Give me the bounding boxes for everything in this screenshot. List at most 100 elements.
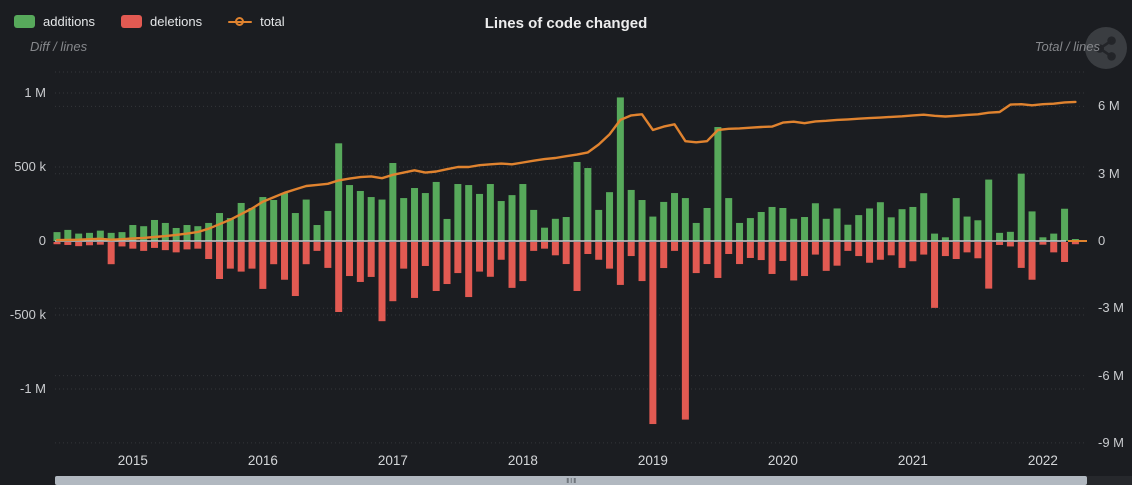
bar-addition	[541, 227, 549, 241]
bar-addition	[335, 143, 343, 241]
bar-addition	[920, 193, 928, 241]
bar-deletion	[194, 242, 202, 249]
bar-addition	[627, 189, 635, 241]
bar-addition	[790, 218, 798, 241]
bar-deletion	[1006, 242, 1014, 247]
legend-item-additions[interactable]: additions	[14, 14, 95, 29]
bar-deletion	[671, 242, 679, 251]
bar-addition	[562, 217, 570, 241]
legend-item-deletions[interactable]: deletions	[121, 14, 202, 29]
bar-deletion	[562, 242, 570, 265]
bar-deletion	[237, 242, 245, 272]
legend-label-deletions: deletions	[150, 14, 203, 29]
bar-deletion	[335, 242, 343, 313]
bar-addition	[996, 232, 1004, 241]
share-icon[interactable]	[1085, 27, 1127, 69]
bar-deletion	[346, 242, 354, 277]
bar-addition	[887, 217, 895, 241]
bar-addition	[822, 218, 830, 241]
bar-deletion	[779, 242, 787, 261]
bar-deletion	[270, 242, 278, 265]
bar-addition	[595, 209, 603, 241]
bar-addition	[671, 193, 679, 241]
y-axis-left-tick: -1 M	[20, 381, 46, 396]
bar-addition	[909, 206, 917, 241]
y-axis-left-tick: 500 k	[14, 159, 46, 174]
bar-addition	[270, 200, 278, 241]
y-axis-right-tick: -6 M	[1098, 367, 1124, 383]
bar-addition	[205, 222, 213, 241]
bar-addition	[616, 97, 624, 241]
bar-deletion	[985, 242, 993, 289]
bar-deletion	[1071, 242, 1079, 245]
bar-addition	[584, 168, 592, 241]
bar-addition	[346, 185, 354, 241]
bar-deletion	[1039, 242, 1047, 245]
bar-addition	[1061, 208, 1069, 241]
bar-deletion	[790, 242, 798, 281]
bar-deletion	[508, 242, 516, 288]
bar-addition	[400, 198, 408, 241]
bar-deletion	[660, 242, 668, 269]
additions-bars[interactable]	[53, 97, 1079, 241]
bar-addition	[226, 218, 234, 241]
bar-deletion	[703, 242, 711, 265]
bar-deletion	[638, 242, 646, 282]
bar-addition	[259, 197, 267, 241]
bar-deletion	[400, 242, 408, 269]
bar-addition	[530, 209, 538, 241]
bar-deletion	[584, 242, 592, 254]
bar-addition	[811, 203, 819, 241]
bar-deletion	[248, 242, 256, 269]
bar-deletion	[465, 242, 473, 298]
bar-deletion	[107, 242, 115, 265]
bar-addition	[649, 216, 657, 241]
bar-addition	[638, 200, 646, 241]
left-axis-caption: Diff / lines	[30, 39, 88, 54]
gridlines	[55, 71, 1087, 444]
bar-deletion	[161, 242, 169, 251]
bar-deletion	[941, 242, 949, 257]
bar-deletion	[801, 242, 809, 277]
bar-deletion	[757, 242, 765, 261]
bar-deletion	[324, 242, 332, 268]
horizontal-scrollbar-track[interactable]	[55, 476, 1132, 485]
bar-addition	[389, 163, 397, 241]
scrollbar-thumb[interactable]	[55, 476, 1087, 485]
bar-deletion	[1028, 242, 1036, 280]
bar-deletion	[172, 242, 180, 253]
bar-deletion	[486, 242, 494, 277]
bar-deletion	[1050, 242, 1058, 253]
bar-deletion	[378, 242, 386, 322]
deletions-bars[interactable]	[53, 242, 1079, 425]
bar-addition	[725, 198, 733, 241]
bar-deletion	[996, 242, 1004, 245]
bar-addition	[660, 201, 668, 241]
bar-deletion	[118, 242, 126, 247]
bar-addition	[281, 193, 289, 241]
bar-deletion	[649, 242, 657, 425]
bar-addition	[302, 199, 310, 241]
chart-legend: additions deletions total	[14, 14, 285, 29]
bar-deletion	[86, 242, 94, 246]
bar-deletion	[898, 242, 906, 268]
bar-addition	[486, 184, 494, 241]
bar-deletion	[551, 242, 559, 256]
x-axis-year-tick: 2019	[637, 453, 668, 468]
bar-addition	[96, 230, 104, 241]
bar-addition	[681, 198, 689, 241]
y-axis-right-tick: 3 M	[1098, 165, 1120, 181]
legend-label-total: total	[260, 14, 285, 29]
y-axis-right-tick: 6 M	[1098, 98, 1120, 114]
total-line-series[interactable]	[55, 100, 1077, 242]
bar-deletion	[96, 242, 104, 245]
bar-addition	[194, 226, 202, 241]
total-line-marker	[228, 15, 253, 28]
bar-addition	[291, 213, 299, 241]
legend-item-total[interactable]: total	[228, 14, 285, 29]
bar-addition	[411, 188, 419, 241]
bar-addition	[53, 232, 61, 241]
bar-deletion	[151, 242, 159, 248]
bar-addition	[356, 190, 364, 241]
